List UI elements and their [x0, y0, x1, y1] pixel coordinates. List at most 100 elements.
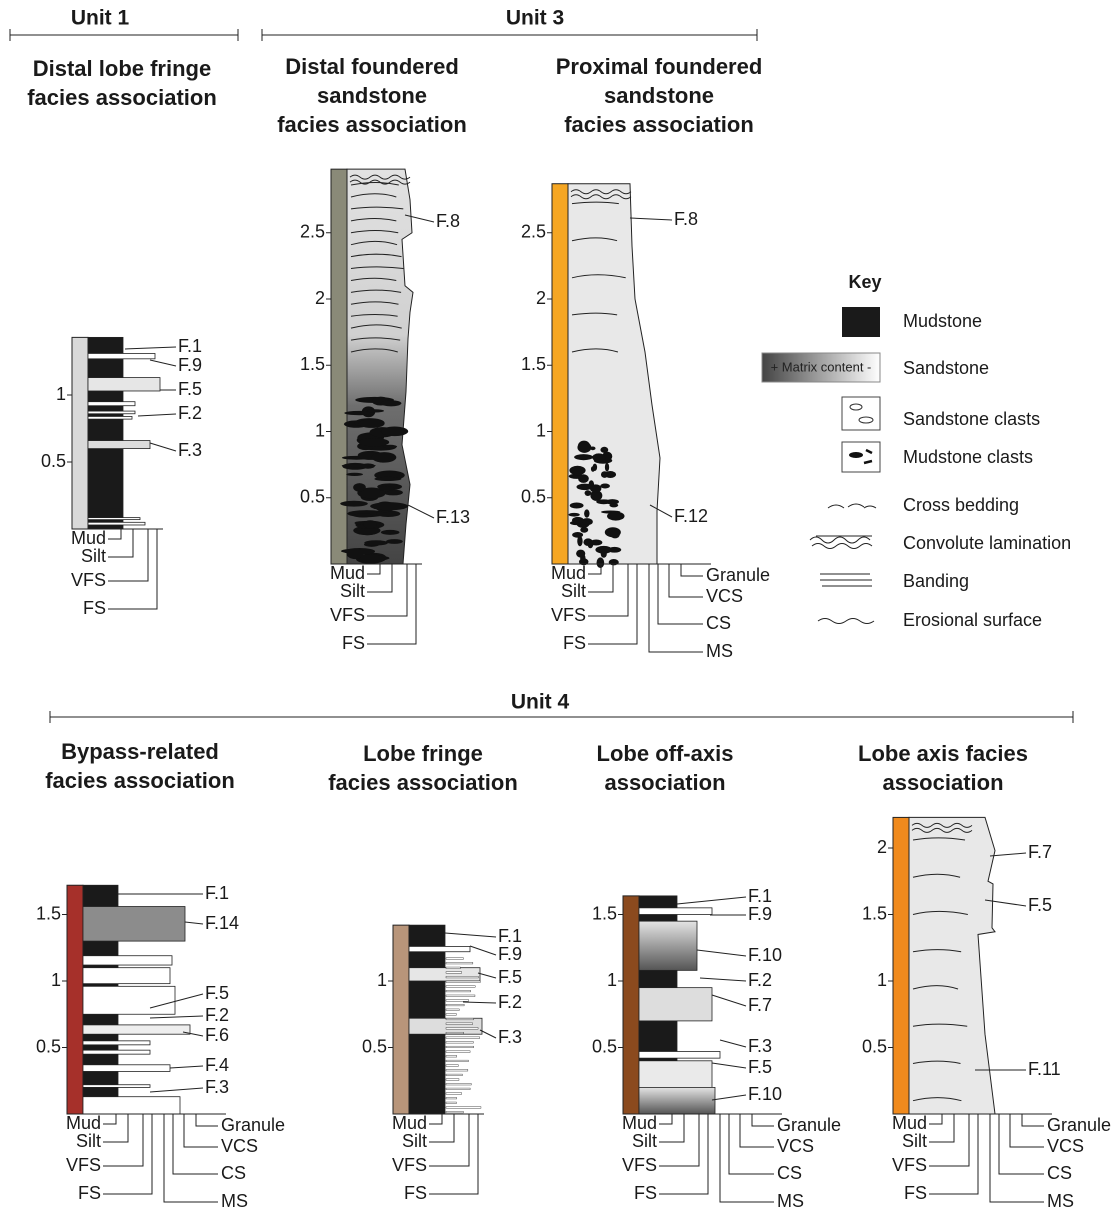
facies-label: F.10 [748, 1084, 782, 1104]
grain-size-leader [588, 564, 628, 616]
bed [446, 958, 463, 960]
facies-label: F.9 [178, 355, 202, 375]
clast [592, 453, 605, 461]
facies-label: F.1 [748, 886, 772, 906]
grain-size-label: Mud [392, 1113, 427, 1133]
facies-label: F.5 [205, 983, 229, 1003]
grain-size-label: Silt [81, 546, 106, 566]
grain-size-label: VFS [66, 1155, 101, 1175]
bed [88, 411, 135, 414]
clast [374, 477, 401, 481]
log-title: facies association [277, 112, 467, 137]
facies-leader [630, 218, 672, 220]
bed [446, 981, 480, 983]
bed [639, 908, 712, 915]
grain-size-label: Granule [777, 1115, 841, 1135]
grain-size-leader [103, 1114, 116, 1124]
clast [570, 503, 584, 509]
facies-label: F.11 [1028, 1059, 1061, 1079]
key-symbol [849, 452, 863, 458]
bed [83, 1097, 180, 1114]
clast [584, 509, 589, 517]
bed [446, 1018, 474, 1020]
bed [446, 1065, 458, 1067]
bed [446, 962, 473, 964]
bed [83, 986, 175, 1014]
clast [383, 445, 397, 449]
grain-size-label: VFS [330, 605, 365, 625]
key-label: Erosional surface [903, 610, 1042, 630]
clast [364, 520, 377, 528]
bed [446, 1042, 473, 1044]
bed [88, 416, 132, 419]
grain-size-label: MS [221, 1191, 248, 1211]
clast [381, 427, 408, 437]
key-label: Mudstone [903, 311, 982, 331]
scale-label: 2 [315, 288, 325, 308]
key-title: Key [848, 272, 881, 292]
key-symbol [810, 536, 872, 549]
scale-bar [72, 337, 88, 529]
scale-label: 1 [607, 970, 617, 990]
facies-leader [697, 950, 746, 956]
grain-size-leader [184, 1114, 218, 1147]
clast [597, 557, 605, 568]
grain-size-leader [929, 1114, 969, 1166]
facies-label: F.8 [436, 211, 460, 231]
key-label: Mudstone clasts [903, 447, 1033, 467]
bed [446, 1046, 474, 1048]
clast [593, 464, 597, 471]
grain-size-label: Mud [892, 1113, 927, 1133]
grain-size-label: Granule [221, 1115, 285, 1135]
log-title: sandstone [604, 83, 714, 108]
clast [585, 490, 591, 496]
facies-label: F.3 [178, 440, 202, 460]
bed [446, 1083, 471, 1085]
clast [600, 447, 608, 453]
key-symbol [820, 574, 872, 586]
log-title: Lobe fringe [363, 741, 483, 766]
grain-size-leader [740, 1114, 774, 1147]
grain-size-label: Silt [76, 1131, 101, 1151]
clast [364, 540, 388, 545]
bed [83, 1065, 170, 1072]
scale-label: 0.5 [862, 1036, 887, 1056]
facies-leader [150, 1088, 203, 1092]
clast [372, 452, 397, 462]
scale-label: 1 [536, 420, 546, 440]
log-title: facies association [328, 770, 518, 795]
bed [639, 921, 697, 970]
grain-size-leader [103, 1114, 143, 1166]
bed [446, 1009, 459, 1011]
clast [572, 517, 584, 524]
scale-label: 1 [877, 970, 887, 990]
clast [342, 464, 376, 467]
grain-size-leader [108, 529, 148, 581]
bed [446, 1093, 462, 1095]
grain-size-leader [659, 1114, 672, 1124]
clast [359, 438, 390, 446]
grain-size-leader [1010, 1114, 1044, 1147]
clast [340, 501, 368, 507]
figure: Unit 1 Unit 3 Unit 4 Key + Matrix conten… [0, 0, 1120, 1212]
facies-leader [185, 922, 203, 924]
grain-size-label: FS [634, 1183, 657, 1203]
grain-size-label: VFS [392, 1155, 427, 1175]
bed [446, 1074, 462, 1076]
facies-label: F.2 [178, 403, 202, 423]
grain-size-label: Mud [551, 563, 586, 583]
facies-label: F.3 [205, 1077, 229, 1097]
log: Lobe fringefacies association0.51MudSilt… [328, 741, 522, 1203]
facies-leader [138, 414, 176, 416]
key-swatch [842, 307, 880, 337]
grain-size-leader [108, 529, 121, 539]
clast [576, 550, 585, 558]
facies-label: F.7 [748, 995, 772, 1015]
clast [381, 400, 402, 406]
facies-label: F.8 [674, 209, 698, 229]
bed [446, 1032, 464, 1034]
unit-label: Unit 3 [506, 7, 564, 30]
grain-size-label: VCS [706, 586, 743, 606]
scale-bar [393, 925, 409, 1114]
bed [446, 995, 475, 997]
